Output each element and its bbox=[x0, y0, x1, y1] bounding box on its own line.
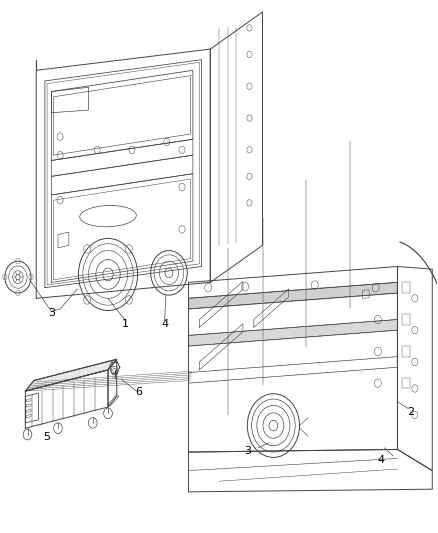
Polygon shape bbox=[188, 282, 397, 309]
Text: 4: 4 bbox=[161, 319, 168, 329]
Polygon shape bbox=[25, 359, 117, 391]
Text: 4: 4 bbox=[378, 455, 385, 465]
Text: 3: 3 bbox=[244, 446, 251, 456]
Text: 3: 3 bbox=[48, 308, 55, 318]
Text: 2: 2 bbox=[407, 407, 414, 417]
Text: 6: 6 bbox=[135, 387, 142, 397]
Polygon shape bbox=[188, 319, 397, 346]
Text: 5: 5 bbox=[44, 432, 50, 442]
Text: 1: 1 bbox=[122, 319, 129, 329]
